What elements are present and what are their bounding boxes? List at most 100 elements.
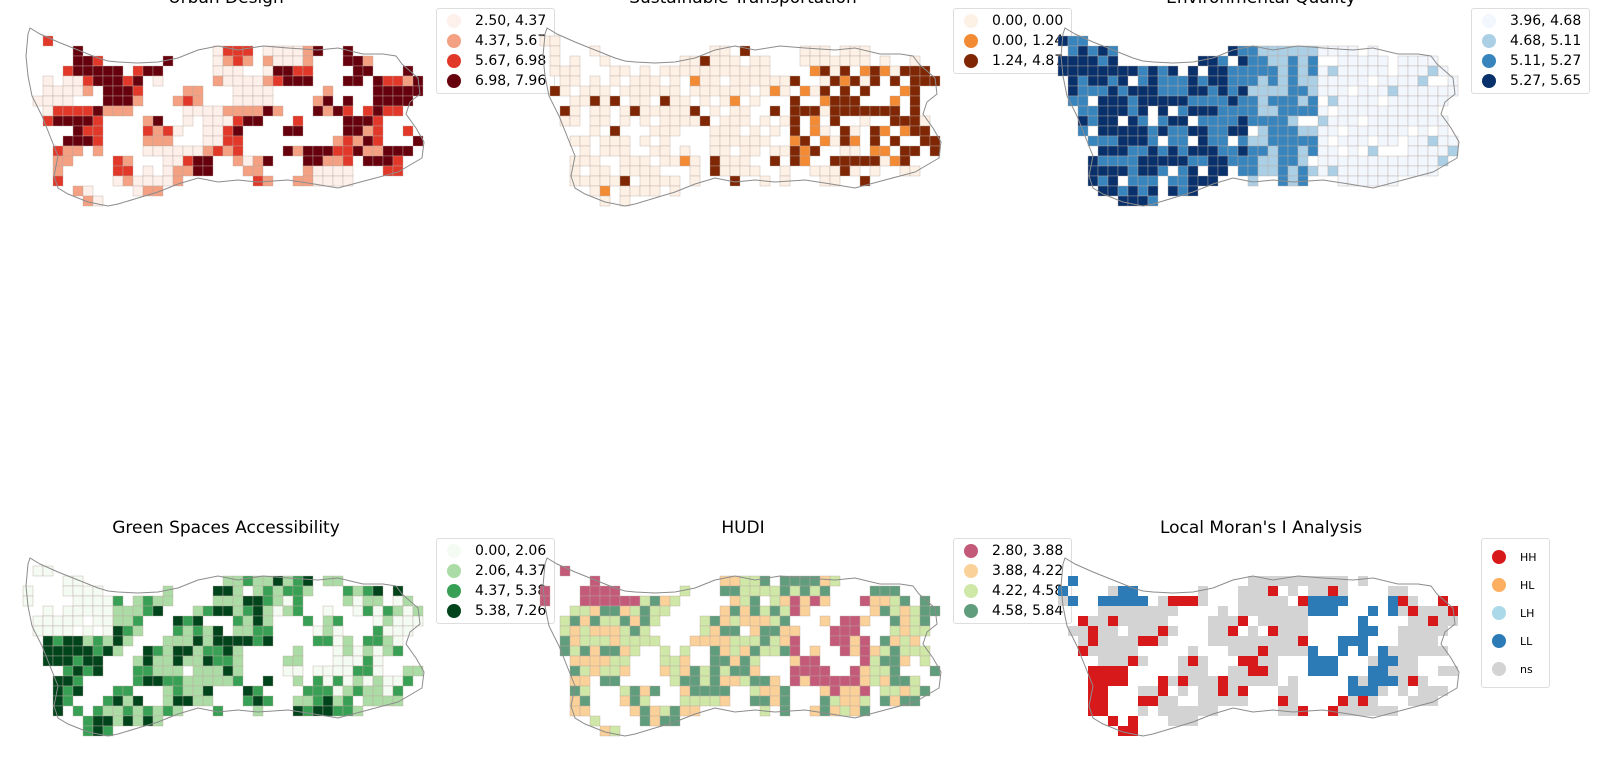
grid-cell (232, 655, 244, 667)
grid-cell (1387, 135, 1399, 147)
grid-cell (1417, 65, 1429, 77)
grid-cell (1267, 45, 1279, 57)
grid-cell (182, 105, 194, 117)
grid-cell (1108, 586, 1118, 596)
grid-cell (1138, 596, 1148, 606)
grid-cell (382, 615, 394, 627)
grid-cell (192, 665, 204, 677)
grid-cell (152, 605, 164, 617)
grid-cell (1367, 105, 1379, 117)
grid-cell (569, 625, 581, 637)
grid-cell (92, 145, 104, 157)
grid-cell (639, 185, 651, 197)
grid-cell (1098, 616, 1108, 626)
grid-cell (859, 705, 871, 717)
grid-cell (1387, 75, 1399, 87)
grid-cell (1097, 155, 1109, 167)
grid-cell (1398, 586, 1408, 596)
grid-cell (1378, 686, 1388, 696)
grid-cell (1298, 576, 1308, 586)
grid-cell (292, 575, 304, 587)
grid-cell (589, 585, 601, 597)
grid-cell (1238, 646, 1248, 656)
grid-cell (252, 695, 264, 707)
grid-cell (392, 695, 404, 707)
grid-cell (1347, 55, 1359, 67)
grid-cell (1157, 115, 1169, 127)
grid-cell (1377, 135, 1389, 147)
grid-cell (1217, 55, 1229, 67)
grid-cell (1287, 65, 1299, 77)
grid-cell (1267, 55, 1279, 67)
grid-cell (889, 585, 901, 597)
grid-cell (142, 125, 154, 137)
grid-cell (1317, 85, 1329, 97)
grid-cell (759, 55, 771, 67)
grid-cell (1428, 636, 1438, 646)
grid-cell (82, 715, 94, 727)
grid-cell (749, 145, 761, 157)
grid-cell (1417, 115, 1429, 127)
grid-cell (212, 115, 224, 127)
grid-cell (1127, 85, 1139, 97)
grid-cell (1188, 596, 1198, 606)
grid-cell (402, 145, 414, 157)
grid-cell (809, 575, 821, 587)
grid-cell (609, 625, 621, 637)
grid-cell (649, 595, 661, 607)
grid-cell (749, 125, 761, 137)
grid-cell (1358, 576, 1368, 586)
grid-cell (879, 55, 891, 67)
grid-cell (272, 105, 284, 117)
grid-cell (599, 135, 611, 147)
grid-cell (1247, 145, 1259, 157)
grid-cell (112, 695, 124, 707)
grid-cell (292, 75, 304, 87)
grid-cell (1067, 85, 1079, 97)
legend-item: 4.37, 5.67 (447, 31, 546, 51)
grid-cell (1357, 175, 1369, 187)
grid-cell (1408, 656, 1418, 666)
grid-cell (569, 115, 581, 127)
grid-cell (919, 655, 931, 667)
grid-cell (342, 585, 354, 597)
grid-cell (1117, 75, 1129, 87)
grid-cell (1148, 686, 1158, 696)
grid-cell (172, 675, 184, 687)
grid-cell (1077, 45, 1089, 57)
legend-item: LH (1492, 599, 1537, 627)
grid-cell (232, 625, 244, 637)
grid-cell (282, 65, 294, 77)
grid-cell (132, 605, 144, 617)
grid-cell (1417, 145, 1429, 157)
grid-cell (699, 115, 711, 127)
grid-cell (1257, 135, 1269, 147)
grid-cell (779, 635, 791, 647)
grid-cell (1427, 95, 1439, 107)
grid-cell (1127, 165, 1139, 177)
grid-cell (849, 625, 861, 637)
grid-cell (1147, 175, 1159, 187)
grid-cell (1248, 636, 1258, 646)
map-canvas (539, 557, 942, 737)
grid-cell (362, 55, 374, 67)
grid-cell (1097, 75, 1109, 87)
grid-cell (102, 715, 114, 727)
grid-cell (609, 75, 621, 87)
grid-cell (619, 655, 631, 667)
grid-cell (302, 165, 314, 177)
grid-cell (809, 595, 821, 607)
grid-cell (559, 635, 571, 647)
grid-cell (62, 655, 74, 667)
grid-cell (292, 585, 304, 597)
grid-cell (1277, 75, 1289, 87)
grid-cell (619, 645, 631, 657)
grid-cell (869, 105, 881, 117)
grid-cell (589, 625, 601, 637)
grid-cell (262, 695, 274, 707)
grid-cell (322, 635, 334, 647)
grid-cell (372, 665, 384, 677)
grid-cell (789, 645, 801, 657)
grid-cell (1337, 85, 1349, 97)
grid-cell (1137, 145, 1149, 157)
